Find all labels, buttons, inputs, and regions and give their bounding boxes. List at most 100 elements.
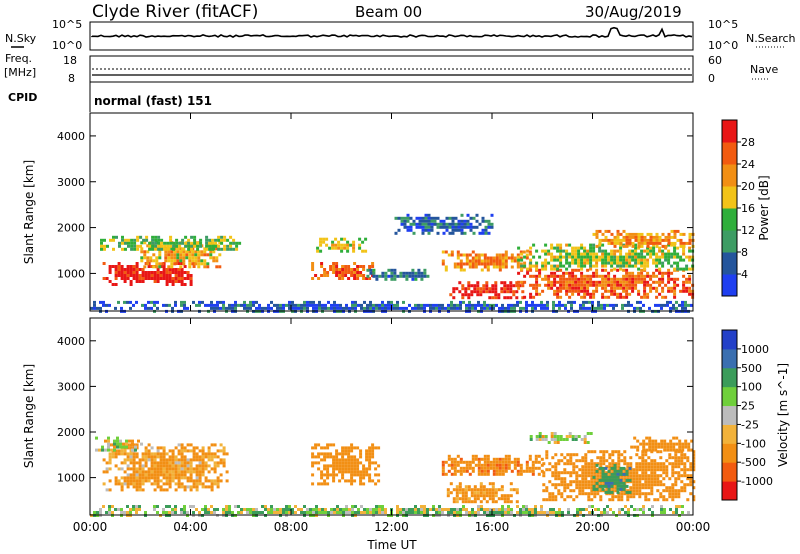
velocity-cell (560, 453, 564, 457)
velocity-cell (135, 443, 139, 447)
velocity-cell (525, 469, 529, 473)
power-cell (340, 237, 344, 241)
power-cell (450, 250, 454, 254)
power-cell (637, 277, 641, 281)
velocity-cell (347, 461, 351, 465)
power-cell (483, 306, 486, 310)
power-cell (335, 262, 339, 265)
velocity-cell (621, 508, 624, 511)
power-cell (384, 277, 388, 281)
velocity-cell (650, 450, 654, 454)
velocity-cell (192, 455, 196, 459)
velocity-cell (504, 511, 507, 514)
velocity-cell (341, 446, 345, 450)
power-cell (421, 228, 425, 232)
velocity-cell (644, 462, 648, 466)
power-cell (294, 303, 297, 307)
velocity-cell (551, 483, 555, 487)
velocity-cell (669, 442, 673, 446)
velocity-cell (210, 452, 214, 456)
power-cell (550, 252, 554, 256)
power-cell (336, 306, 339, 310)
power-cell (571, 246, 575, 250)
velocity-cell (207, 511, 210, 514)
power-cell (498, 268, 502, 272)
velocity-cell (578, 480, 582, 484)
velocity-cell (350, 446, 354, 450)
velocity-cell (180, 461, 184, 465)
power-cell (186, 274, 190, 277)
velocity-cell (147, 443, 151, 447)
velocity-cell (381, 508, 384, 511)
power-cell (451, 219, 455, 223)
velocity-cell (341, 455, 345, 459)
power-cell (670, 255, 674, 259)
power-cell (165, 303, 168, 307)
velocity-cell (604, 490, 608, 494)
power-cell (203, 259, 207, 263)
power-cell (667, 255, 671, 259)
velocity-cell (471, 460, 475, 464)
power-cell (347, 265, 351, 268)
velocity-cell (541, 435, 545, 438)
power-cell (637, 274, 641, 278)
velocity-cell (138, 461, 142, 465)
power-cell (669, 300, 672, 304)
velocity-cell (602, 453, 606, 457)
power-cell (625, 235, 629, 239)
velocity-cell (645, 442, 649, 446)
power-cell (619, 280, 623, 284)
velocity-cell (613, 472, 617, 476)
power-cell (512, 284, 516, 288)
velocity-cell (572, 498, 576, 502)
power-cell (634, 243, 638, 247)
velocity-cell (201, 461, 205, 465)
velocity-cell (489, 463, 493, 467)
power-cell (601, 264, 605, 268)
power-cell (454, 225, 458, 229)
velocity-cell (183, 467, 187, 471)
velocity-cell (587, 498, 591, 502)
power-cell (577, 277, 581, 281)
power-cell (194, 250, 198, 254)
power-cell (481, 228, 485, 232)
power-cell (688, 255, 692, 259)
velocity-cell (273, 508, 276, 511)
power-cell (369, 306, 372, 310)
power-cell (550, 258, 554, 262)
power-cell (510, 303, 513, 307)
velocity-cell (344, 458, 348, 462)
power-cell (532, 255, 536, 259)
power-cell (568, 286, 572, 290)
power-cell (586, 289, 590, 293)
power-cell (673, 249, 677, 253)
power-cell (685, 280, 689, 284)
velocity-cell (593, 474, 597, 478)
power-cell (604, 238, 608, 242)
power-cell (679, 244, 683, 248)
velocity-cell (503, 494, 507, 498)
velocity-cell (553, 432, 557, 435)
velocity-cell (575, 483, 579, 487)
velocity-cell (162, 508, 165, 511)
power-cell (170, 256, 174, 260)
power-cell (409, 225, 413, 229)
power-cell (520, 252, 524, 256)
velocity-cell (665, 486, 669, 490)
power-cell (504, 250, 508, 254)
velocity-cell (432, 508, 435, 511)
velocity-cell (537, 460, 541, 464)
power-cell (438, 306, 441, 310)
velocity-cell (204, 455, 208, 459)
power-cell (462, 268, 466, 272)
power-cell (661, 244, 665, 248)
velocity-cell (494, 500, 498, 504)
velocity-cell (438, 505, 441, 508)
velocity-cell (626, 498, 630, 502)
velocity-cell (551, 456, 555, 460)
power-cell (452, 296, 456, 300)
power-cell (163, 244, 167, 248)
power-cell (169, 244, 173, 248)
power-cell (661, 238, 665, 242)
power-cell (417, 274, 421, 278)
